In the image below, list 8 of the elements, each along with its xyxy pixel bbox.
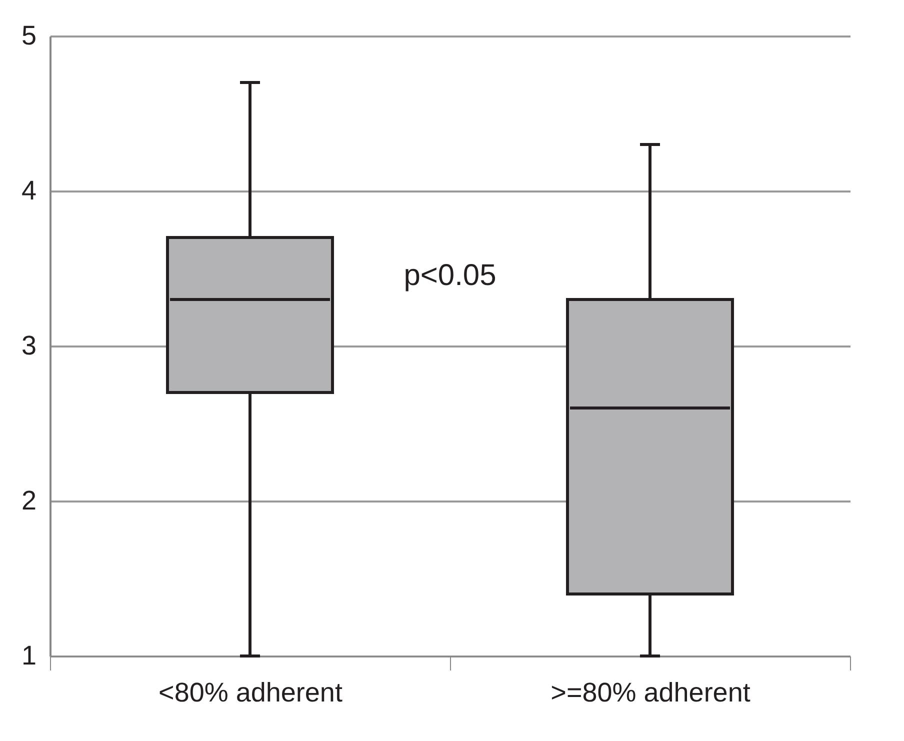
y-tick-label: 1 [21, 640, 36, 670]
y-tick-label: 3 [21, 330, 36, 360]
x-tick-label: >=80% adherent [550, 678, 751, 708]
y-tick-label: 2 [21, 486, 36, 516]
x-tick-label: <80% adherent [158, 678, 343, 708]
y-tick-label: 5 [21, 20, 36, 50]
y-tick-label: 4 [21, 176, 36, 206]
annotation: p<0.05 [404, 259, 496, 292]
